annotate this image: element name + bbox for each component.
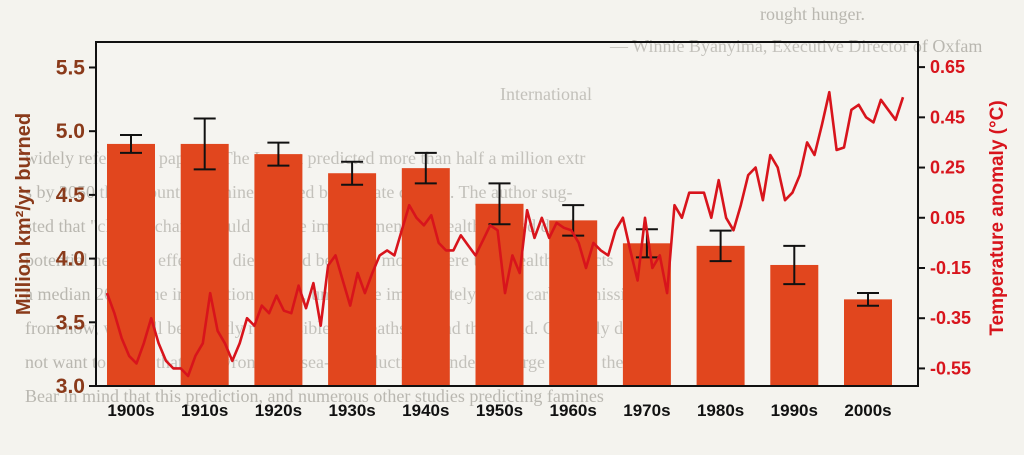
x-tick-label: 1910s xyxy=(181,401,228,420)
error-bar-1950s xyxy=(488,182,511,226)
right-tick-label: -0.55 xyxy=(930,358,971,378)
bar-1930s xyxy=(328,173,377,386)
x-axis-ticks: 1900s 1910s 1920s 1930s 1940s 1950s 1960s 1970s… xyxy=(107,401,891,420)
bar-1900s xyxy=(107,143,155,386)
right-tick-label: 0.45 xyxy=(930,107,965,127)
left-axis-label: Million km²/yr burned xyxy=(13,113,35,315)
error-bar-1920s xyxy=(267,141,290,167)
right-tick-label: 0.05 xyxy=(930,208,965,228)
x-tick-label: 1960s xyxy=(550,401,597,420)
bar-2000s xyxy=(844,299,892,386)
bar-1970s xyxy=(622,243,671,386)
left-axis-ticks: 3.0 3.5 4.0 4.5 5.0 5.5 xyxy=(56,56,96,398)
bar-1940s xyxy=(401,168,450,386)
plot-frame-border xyxy=(95,41,919,387)
bar-1990s xyxy=(770,264,819,386)
left-tick-label: 5.0 xyxy=(56,120,85,143)
x-tick-label: 1920s xyxy=(255,401,302,420)
error-bar-1910s xyxy=(193,117,216,171)
left-tick-label: 4.5 xyxy=(56,184,86,207)
error-bar-2000s xyxy=(857,291,879,307)
error-bar-1990s xyxy=(783,244,806,286)
temperature-line xyxy=(105,90,905,378)
right-tick-label: 0.25 xyxy=(930,158,965,178)
bar-1960s xyxy=(549,220,598,386)
x-tick-label: 1950s xyxy=(476,401,523,420)
left-tick-label: 3.5 xyxy=(56,311,86,334)
error-bar-1930s xyxy=(341,160,364,186)
x-tick-label: 1900s xyxy=(107,401,154,420)
left-tick-label: 3.0 xyxy=(56,375,85,398)
background-text-line: potential negative effects on diets coul… xyxy=(25,250,613,270)
background-text-line: widely referenced paper in The Lancet pr… xyxy=(25,148,585,168)
right-axis-label: Temperature anomaly (°C) xyxy=(987,100,1008,335)
bar-1950s xyxy=(475,203,524,386)
left-tick-label: 4.0 xyxy=(56,248,85,271)
bar-1910s xyxy=(180,143,229,386)
background-text-line: rought hunger. xyxy=(760,4,865,24)
x-tick-label: 1970s xyxy=(623,401,670,420)
bar-1920s xyxy=(254,154,303,386)
error-bar-1980s xyxy=(709,229,732,263)
x-tick-label: 1930s xyxy=(328,401,375,420)
x-tick-label: 1990s xyxy=(771,401,818,420)
background-text-line: International xyxy=(500,84,592,104)
right-tick-label: -0.15 xyxy=(930,258,971,278)
right-axis-ticks: -0.55 -0.35 -0.15 0.05 0.25 0.45 0.65 xyxy=(918,57,971,378)
bar-1980s xyxy=(696,245,745,386)
error-bar-1900s xyxy=(120,134,142,154)
background-text-line: Bear in mind that this prediction, and n… xyxy=(25,386,604,406)
left-tick-label: 5.5 xyxy=(56,56,86,79)
right-tick-label: 0.65 xyxy=(930,57,965,77)
x-tick-label: 2000s xyxy=(844,401,891,420)
right-tick-label: -0.35 xyxy=(930,308,971,328)
error-bar-1940s xyxy=(414,151,437,185)
bar-series xyxy=(107,143,892,386)
x-tick-label: 1940s xyxy=(402,401,449,420)
x-tick-label: 1980s xyxy=(697,401,744,420)
